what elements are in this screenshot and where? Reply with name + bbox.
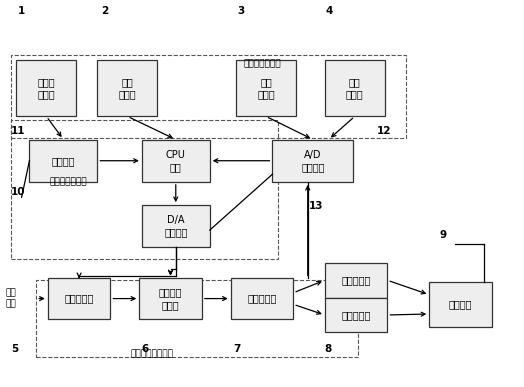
Text: 1: 1 <box>17 6 25 16</box>
Bar <box>11 120 278 259</box>
Text: 8: 8 <box>325 344 332 354</box>
Text: 流量比例
调节阀: 流量比例 调节阀 <box>159 288 182 310</box>
Bar <box>325 263 387 298</box>
Text: 流量及方向调节器: 流量及方向调节器 <box>131 350 174 359</box>
Bar <box>231 278 293 319</box>
Text: 10: 10 <box>11 187 26 197</box>
Text: 12: 12 <box>377 126 391 136</box>
Text: 绞车状态检测器: 绞车状态检测器 <box>243 60 281 69</box>
Bar <box>325 298 387 332</box>
Text: 倾角
传感器: 倾角 传感器 <box>118 77 136 99</box>
Bar <box>97 60 158 116</box>
Bar <box>236 60 296 116</box>
Text: 放缆开关阀: 放缆开关阀 <box>341 275 371 285</box>
Text: 压缩
空气: 压缩 空气 <box>6 289 17 308</box>
Text: 进气开关阀: 进气开关阀 <box>64 294 94 303</box>
Text: 缆长
传感器: 缆长 传感器 <box>257 77 275 99</box>
Text: 2: 2 <box>101 6 108 16</box>
Text: 11: 11 <box>11 126 26 136</box>
Bar <box>48 278 111 319</box>
Bar <box>11 55 406 138</box>
Bar <box>36 280 358 357</box>
Text: D/A
输出模块: D/A 输出模块 <box>164 215 188 238</box>
Bar <box>325 60 385 116</box>
Bar <box>142 140 210 182</box>
Text: 6: 6 <box>142 344 149 354</box>
Text: 张力
传感器: 张力 传感器 <box>346 77 364 99</box>
Text: 7: 7 <box>233 344 241 354</box>
Bar <box>272 140 354 182</box>
Bar <box>139 278 202 319</box>
Text: 气动马达: 气动马达 <box>449 300 472 309</box>
Text: 4: 4 <box>326 6 333 16</box>
Bar <box>16 60 77 116</box>
Bar <box>429 282 492 327</box>
Text: 收缆开关阀: 收缆开关阀 <box>341 310 371 320</box>
Bar <box>142 205 210 247</box>
Text: 通信模块: 通信模块 <box>52 156 75 166</box>
Bar <box>29 140 97 182</box>
Text: 加速度
传感器: 加速度 传感器 <box>38 77 55 99</box>
Text: 流量传感器: 流量传感器 <box>247 294 277 303</box>
Text: A/D
采集模块: A/D 采集模块 <box>301 149 325 172</box>
Text: CPU
模块: CPU 模块 <box>166 149 185 172</box>
Text: 5: 5 <box>11 344 18 354</box>
Text: 9: 9 <box>440 230 447 240</box>
Text: 3: 3 <box>237 6 244 16</box>
Text: 升沉补偿控制器: 升沉补偿控制器 <box>50 177 88 187</box>
Text: 13: 13 <box>309 201 323 211</box>
